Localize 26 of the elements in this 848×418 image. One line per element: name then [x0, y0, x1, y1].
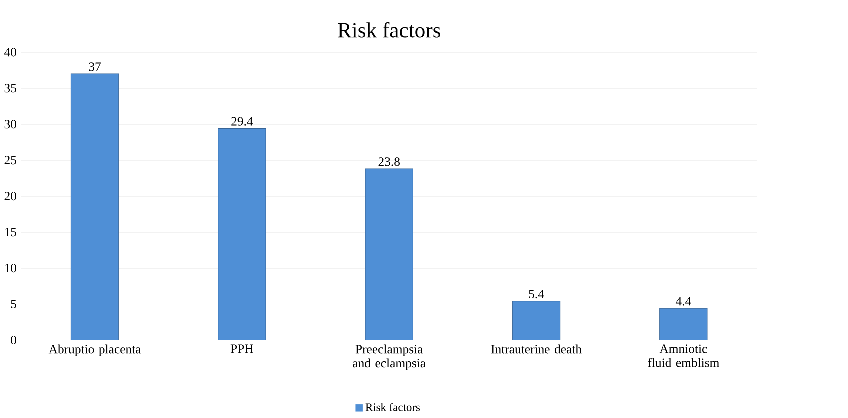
x-tick-label: Preeclampsia and eclampsia	[353, 344, 426, 370]
x-tick-label: Intrauterine death	[491, 344, 582, 354]
data-label: 23.8	[378, 157, 400, 166]
x-tick-label: PPH	[230, 344, 254, 353]
bar	[512, 301, 561, 340]
bar	[218, 128, 266, 340]
x-tick-label: Abruptio placenta	[48, 344, 142, 356]
y-tick-label: 35	[4, 84, 16, 93]
bar	[365, 168, 414, 340]
y-tick-label: 25	[4, 156, 16, 165]
y-tick-label: 5	[11, 300, 16, 308]
y-tick-label: 10	[5, 264, 16, 272]
y-tick-label: 15	[5, 228, 16, 236]
y-tick-label: 20	[4, 192, 16, 201]
data-label: 29.4	[232, 117, 254, 126]
y-tick-label: 30	[4, 120, 16, 129]
bar	[70, 74, 120, 340]
chart-title: Risk factors	[338, 22, 440, 38]
data-label: 4.4	[676, 297, 692, 306]
bar	[660, 308, 708, 340]
y-tick-label: 40	[4, 48, 16, 57]
data-label: 5.4	[529, 290, 544, 299]
x-tick-label: Amniotic fluid emblism	[648, 344, 720, 368]
data-label: 37	[89, 62, 102, 72]
legend-label: Risk factors	[366, 403, 420, 412]
y-tick-label: 0	[11, 336, 16, 344]
